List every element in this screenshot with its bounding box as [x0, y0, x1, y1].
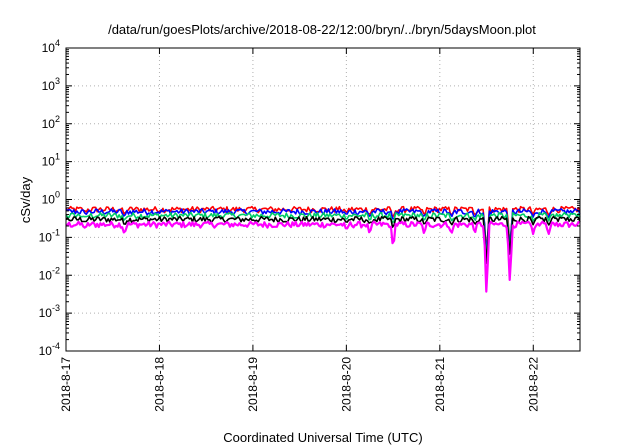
y-axis-label: cSv/day: [18, 176, 33, 223]
grid-layer: [65, 48, 580, 351]
y-axis: 10-4 10-3 10-2 10-1 100 101 102 103 104: [39, 38, 580, 358]
x-tick-label: 2018-8-22: [526, 357, 540, 412]
y-tick-label: 104: [42, 38, 60, 55]
series-line-4: [65, 215, 581, 265]
y-tick-label: 10-2: [39, 265, 60, 282]
series-line-3: [65, 211, 581, 260]
x-tick-label: 2018-8-19: [246, 357, 260, 412]
y-tick-label: 101: [42, 152, 60, 169]
x-tick-label: 2018-8-18: [152, 357, 166, 412]
x-axis-label: Coordinated Universal Time (UTC): [223, 430, 422, 445]
series-layer: [65, 205, 581, 293]
y-tick-label: 10-1: [39, 227, 60, 244]
x-tick-label: 2018-8-17: [59, 357, 73, 412]
y-tick-label: 102: [42, 114, 60, 131]
y-tick-label: 10-3: [39, 303, 60, 320]
series-line-5: [65, 220, 581, 293]
y-tick-label: 100: [42, 190, 60, 207]
chart-title: /data/run/goesPlots/archive/2018-08-22/1…: [108, 22, 536, 37]
x-axis: 2018-8-17 2018-8-18 2018-8-19 2018-8-20 2018…: [59, 48, 540, 412]
x-tick-label: 2018-8-21: [433, 357, 447, 412]
y-tick-label: 103: [42, 76, 60, 93]
y-tick-label: 10-4: [39, 341, 60, 358]
x-tick-label: 2018-8-20: [339, 357, 353, 412]
